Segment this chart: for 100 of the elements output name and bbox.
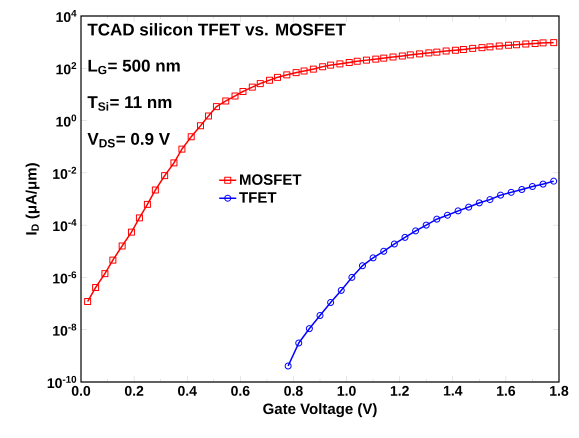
- point: [178, 146, 186, 153]
- point: [316, 312, 324, 319]
- point: [390, 54, 397, 61]
- point: [212, 103, 220, 110]
- point: [469, 44, 476, 52]
- point: [327, 62, 334, 69]
- annotation: L$_{G}$= 500 nm: [88, 60, 180, 74]
- x-tick-label: 0.4: [178, 386, 197, 396]
- x-tick-label: 1.8: [550, 386, 568, 396]
- point: [310, 66, 317, 73]
- point: [508, 188, 515, 196]
- point: [372, 56, 380, 63]
- point: [522, 40, 530, 48]
- point: [505, 42, 512, 49]
- point: [362, 56, 370, 64]
- point: [401, 234, 408, 241]
- point: [319, 63, 326, 70]
- point: [136, 214, 143, 222]
- point: [300, 67, 308, 74]
- point: [444, 212, 451, 219]
- y-tick-label: 10$^{-8}$: [53, 324, 76, 336]
- point: [460, 46, 467, 53]
- point: [109, 256, 116, 264]
- point: [348, 274, 356, 281]
- point: [292, 69, 300, 76]
- x-tick-label: 0.6: [231, 386, 250, 396]
- legend-label: MOSFET: [240, 174, 302, 185]
- point: [256, 80, 264, 88]
- y-tick-label: 10$^{-2}$: [53, 166, 76, 179]
- y-tick-label: 10$^{2}$: [56, 62, 76, 74]
- point: [239, 88, 246, 95]
- point: [336, 60, 344, 68]
- y-axis-title: I$_{D}$ (μA/μm): [26, 163, 40, 235]
- point: [283, 71, 290, 78]
- point: [433, 48, 440, 56]
- y-tick-label: 10$^{4}$: [56, 10, 77, 22]
- point: [128, 228, 135, 236]
- point: [406, 51, 414, 58]
- x-tick-label: 0.8: [284, 386, 303, 396]
- point: [354, 58, 361, 65]
- point: [306, 325, 313, 332]
- point: [454, 207, 462, 214]
- point: [161, 172, 168, 180]
- point: [398, 52, 406, 60]
- point: [390, 240, 398, 248]
- annotation: T$_{Si}$= 11 nm: [88, 96, 172, 111]
- point: [152, 186, 159, 194]
- point: [92, 284, 100, 292]
- point: [248, 84, 256, 91]
- point: [425, 49, 432, 56]
- x-tick-label: 1.0: [338, 386, 356, 396]
- point: [84, 298, 92, 305]
- point: [197, 122, 204, 130]
- point: [513, 41, 520, 48]
- point: [338, 286, 345, 294]
- point: [370, 254, 377, 262]
- point: [540, 180, 547, 188]
- x-tick-label: 1.4: [444, 386, 462, 396]
- x-axis-title: Gate Voltage (V): [263, 403, 377, 418]
- y-tick-label: 10$^{-4}$: [53, 219, 77, 232]
- y-tick-label: 10$^{-6}$: [53, 271, 76, 284]
- annotation: V$_{DS}$= 0.9 V: [87, 132, 170, 148]
- point: [476, 199, 483, 206]
- point: [532, 40, 539, 47]
- point: [170, 159, 178, 166]
- point: [327, 298, 334, 306]
- point: [442, 48, 450, 55]
- point: [422, 222, 430, 229]
- point: [358, 262, 366, 270]
- legend-label: TFET: [239, 192, 276, 203]
- point: [380, 54, 388, 62]
- point: [118, 242, 126, 250]
- point: [497, 192, 504, 199]
- point: [486, 196, 494, 204]
- point: [478, 44, 486, 52]
- annotation: TCAD silicon TFET vs. MOSFET: [88, 23, 346, 36]
- point: [204, 112, 212, 120]
- x-tick-label: 1.6: [497, 386, 516, 396]
- point: [486, 43, 494, 50]
- point: [496, 42, 503, 50]
- point: [266, 76, 274, 84]
- y-tick-label: 10$^{0}$: [56, 114, 76, 127]
- point: [416, 50, 424, 58]
- point: [144, 200, 151, 208]
- point: [232, 92, 239, 100]
- x-tick-label: 0.2: [124, 386, 144, 396]
- point: [550, 39, 558, 46]
- point: [222, 98, 230, 105]
- point: [518, 186, 526, 194]
- x-tick-label: 1.2: [390, 386, 409, 396]
- point: [346, 59, 353, 66]
- point: [274, 74, 282, 81]
- point: [101, 270, 108, 278]
- point: [452, 46, 459, 54]
- point: [412, 227, 420, 234]
- point: [380, 248, 388, 255]
- point: [295, 340, 302, 346]
- x-tick-label: 0.0: [72, 386, 90, 396]
- point: [433, 216, 440, 223]
- point: [528, 183, 536, 190]
